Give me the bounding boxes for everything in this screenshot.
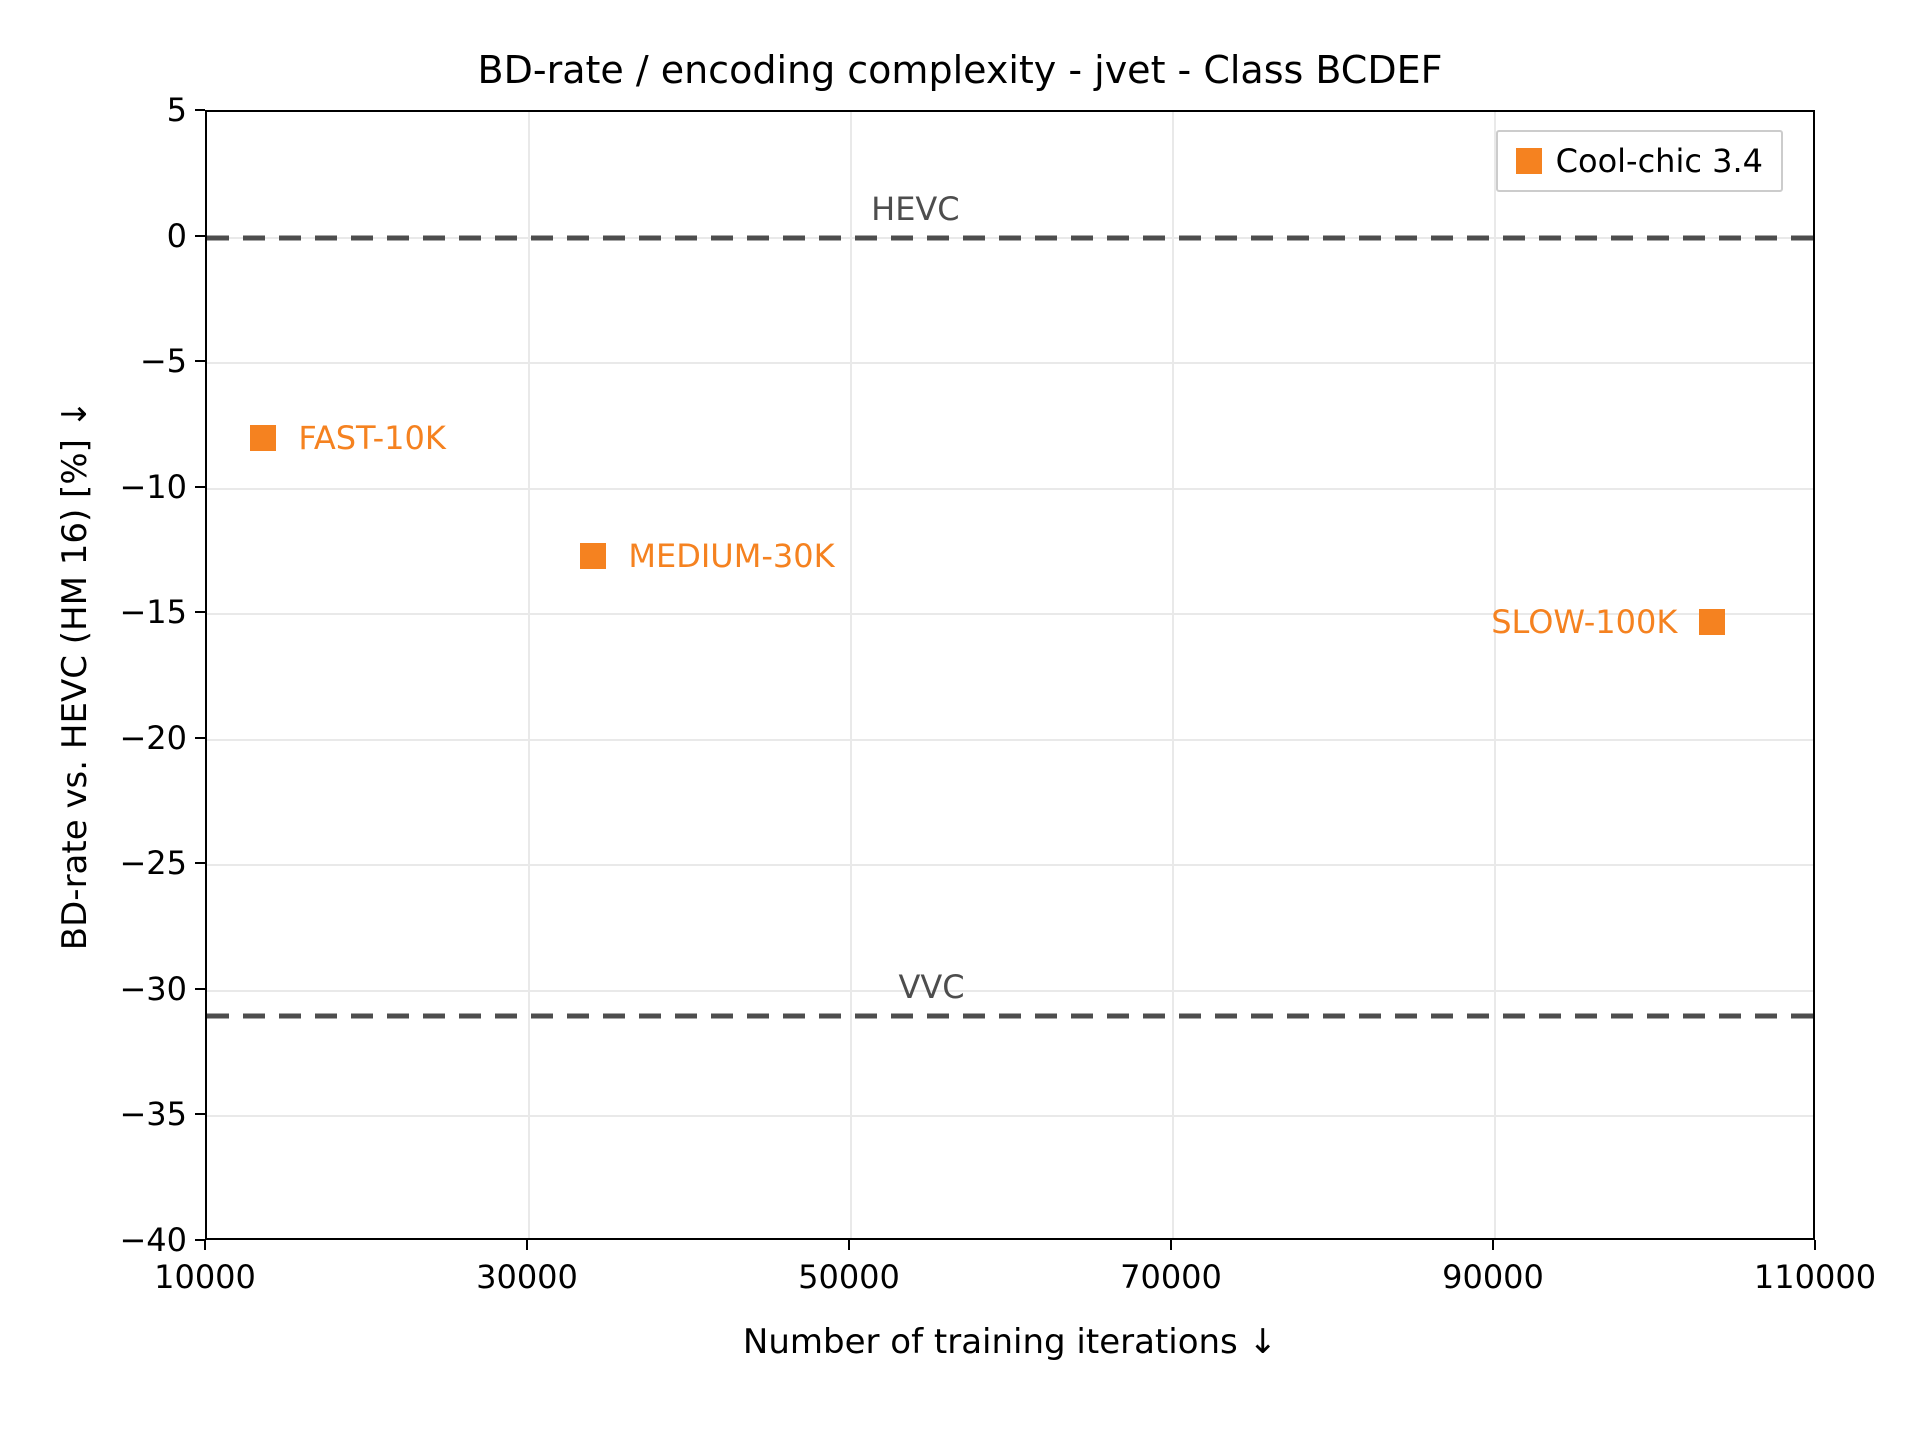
data-point-label: SLOW-100K <box>1491 603 1677 641</box>
plot-area: Cool-chic 3.4 HEVC VVC FAST-10K MEDIUM-30K S… <box>205 110 1815 1240</box>
chart-title: BD-rate / encoding complexity - jvet - C… <box>0 48 1920 92</box>
y-tick-label: −5 <box>140 342 187 380</box>
x-tick-mark <box>848 1240 850 1250</box>
y-tick-mark <box>195 1113 205 1115</box>
y-tick-mark <box>195 235 205 237</box>
gridline-horizontal <box>207 864 1813 866</box>
gridline-vertical <box>1172 112 1174 1238</box>
gridline-vertical <box>1494 112 1496 1238</box>
y-tick-label: −30 <box>119 970 187 1008</box>
x-axis-label: Number of training iterations ↓ <box>205 1322 1815 1362</box>
x-tick-label: 50000 <box>798 1258 900 1296</box>
x-tick-mark <box>204 1240 206 1250</box>
data-point-marker <box>1699 609 1725 635</box>
y-tick-label: 5 <box>167 91 187 129</box>
y-tick-mark <box>195 109 205 111</box>
x-tick-label: 70000 <box>1120 1258 1222 1296</box>
data-point-label: FAST-10K <box>298 419 446 457</box>
gridline-vertical <box>528 112 530 1238</box>
y-tick-label: −40 <box>119 1221 187 1259</box>
x-tick-label: 10000 <box>154 1258 256 1296</box>
y-tick-mark <box>195 611 205 613</box>
y-tick-mark <box>195 1239 205 1241</box>
x-tick-mark <box>1170 1240 1172 1250</box>
gridline-horizontal <box>207 739 1813 741</box>
gridline-horizontal <box>207 990 1813 992</box>
y-tick-mark <box>195 486 205 488</box>
x-tick-mark <box>1492 1240 1494 1250</box>
x-tick-label: 30000 <box>476 1258 578 1296</box>
x-tick-label: 90000 <box>1442 1258 1544 1296</box>
reference-line <box>207 235 1813 240</box>
y-axis-label: BD-rate vs. HEVC (HM 16) [%] ↓ <box>55 110 95 1240</box>
y-tick-mark <box>195 862 205 864</box>
x-tick-label: 110000 <box>1754 1258 1876 1296</box>
y-tick-mark <box>195 737 205 739</box>
reference-line-label: VVC <box>898 968 964 1006</box>
y-tick-label: −20 <box>119 719 187 757</box>
y-tick-label: −15 <box>119 593 187 631</box>
figure: BD-rate / encoding complexity - jvet - C… <box>0 0 1920 1440</box>
legend-label: Cool-chic 3.4 <box>1556 142 1763 180</box>
y-tick-label: −10 <box>119 468 187 506</box>
reference-line-label: HEVC <box>871 190 960 228</box>
y-tick-label: −25 <box>119 844 187 882</box>
legend-swatch-icon <box>1516 148 1542 174</box>
y-tick-mark <box>195 988 205 990</box>
x-tick-mark <box>1814 1240 1816 1250</box>
x-tick-mark <box>526 1240 528 1250</box>
data-point-marker <box>580 543 606 569</box>
gridline-horizontal <box>207 488 1813 490</box>
gridline-vertical <box>850 112 852 1238</box>
legend: Cool-chic 3.4 <box>1496 130 1783 192</box>
data-point-label: MEDIUM-30K <box>628 537 834 575</box>
y-tick-label: −35 <box>119 1095 187 1133</box>
y-tick-label: 0 <box>167 217 187 255</box>
y-tick-mark <box>195 360 205 362</box>
reference-line <box>207 1014 1813 1019</box>
data-point-marker <box>250 425 276 451</box>
gridline-horizontal <box>207 1115 1813 1117</box>
gridline-horizontal <box>207 362 1813 364</box>
